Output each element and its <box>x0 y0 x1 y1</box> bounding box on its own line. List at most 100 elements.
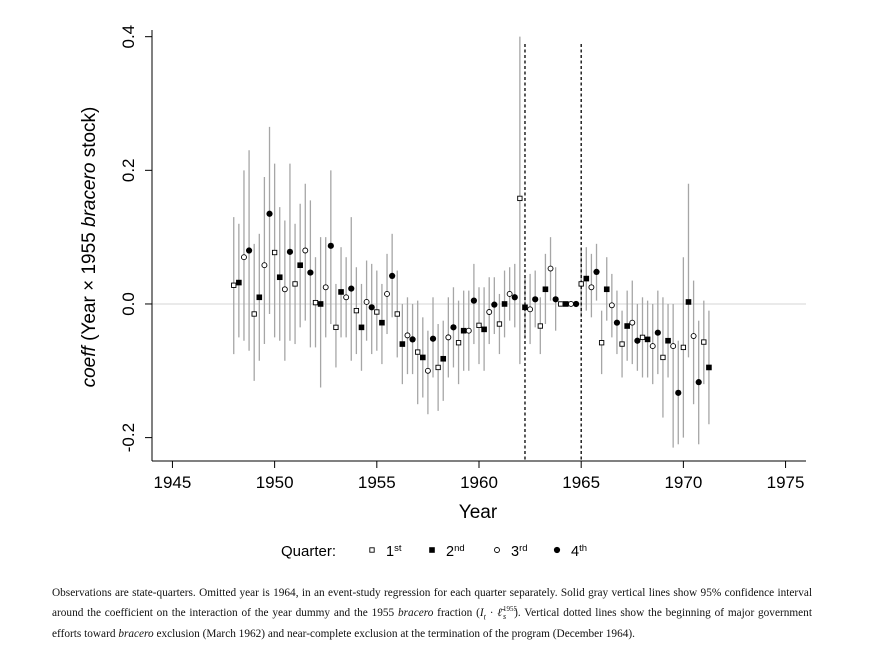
point-q1-8 <box>394 311 400 317</box>
figure-caption: Observations are state-quarters. Omitted… <box>52 585 812 642</box>
caption-text-4: exclusion (March 1962) and near-complete… <box>153 627 635 640</box>
point-q2-3 <box>297 262 303 269</box>
legend-marker-2 <box>429 547 435 553</box>
legend-label-suffix-1: st <box>394 543 402 554</box>
point-q1-16 <box>558 301 564 307</box>
point-q4-18 <box>613 319 621 326</box>
point-q4-21 <box>675 389 682 396</box>
point-q4-5 <box>348 285 355 292</box>
point-q1-2 <box>271 249 278 256</box>
point-q3-18 <box>608 302 615 309</box>
y-tick-label-0: -0.2 <box>119 423 138 452</box>
point-q3-6 <box>363 299 370 305</box>
caption-bracero-1: bracero <box>398 607 434 620</box>
formula-close: ) <box>514 607 518 620</box>
caption-formula: (It · ℓ̄1955s) <box>476 605 518 622</box>
plot-area <box>152 36 806 461</box>
legend-marker-1 <box>369 547 375 553</box>
point-q4-9 <box>429 335 437 342</box>
point-q3-22 <box>690 333 697 339</box>
legend-label-number-2: 2 <box>446 544 454 560</box>
x-tick-label-1945: 1945 <box>154 473 192 492</box>
legend-label-suffix-3: rd <box>519 543 527 554</box>
point-q4-0 <box>245 247 253 254</box>
caption-text-1: Observations are state-quarters. Omitted… <box>52 587 812 620</box>
point-q3-13 <box>506 290 513 297</box>
point-q2-9 <box>419 354 426 361</box>
formula-open: ( <box>476 607 480 620</box>
point-q4-13 <box>511 294 518 301</box>
legend-label-1: 1st <box>386 543 402 560</box>
legend-label-suffix-2: nd <box>454 543 465 554</box>
x-tick-label-1965: 1965 <box>562 473 600 492</box>
x-tick-label-1960: 1960 <box>460 473 498 492</box>
point-q1-5 <box>333 324 339 331</box>
y-axis-label-end: stock) <box>79 107 100 163</box>
point-q2-2 <box>276 274 283 281</box>
point-q1-13 <box>496 321 503 327</box>
legend: Quarter: 1st 2nd 3rd 4th <box>281 543 587 560</box>
point-q4-3 <box>307 269 314 276</box>
point-q1-14 <box>517 195 523 202</box>
axes: 1945 1950 1955 1960 1965 1970 1975 -0.2 0.0 0.2 0.… <box>119 25 806 492</box>
point-q2-13 <box>501 301 508 307</box>
point-q2-15 <box>542 286 549 293</box>
y-axis-label: coeff (Year × 1955 bracero stock) <box>79 107 100 388</box>
point-q3-20 <box>649 343 656 350</box>
point-q1-15 <box>537 323 543 329</box>
point-q2-16 <box>563 301 569 307</box>
point-q3-2 <box>281 286 288 293</box>
legend-label-3: 3rd <box>511 543 528 560</box>
point-q4-22 <box>695 379 702 386</box>
point-q3-11 <box>465 327 472 334</box>
y-axis-label-bracero: bracero <box>79 163 100 227</box>
legend-label-2: 2nd <box>446 543 465 560</box>
point-q1-23 <box>701 339 707 345</box>
formula-dot: · <box>485 607 498 620</box>
legend-label-number-4: 4 <box>571 544 579 560</box>
point-q4-1 <box>266 210 273 217</box>
legend-label-4: 4th <box>571 543 587 560</box>
y-axis-label-coeff: coeff <box>79 344 100 387</box>
point-q4-6 <box>368 304 375 311</box>
point-q1-19 <box>619 341 625 347</box>
formula-s: s <box>502 612 507 622</box>
event-study-chart: 1945 1950 1955 1960 1965 1970 1975 -0.2 0.0 0.2 0.… <box>79 25 806 560</box>
x-tick-label-1975: 1975 <box>767 473 805 492</box>
point-q3-12 <box>486 309 493 315</box>
point-q3-15 <box>547 265 554 272</box>
y-tick-label-2: 0.2 <box>119 159 138 183</box>
point-q3-7 <box>384 290 390 297</box>
point-q2-21 <box>665 337 671 344</box>
point-q1-9 <box>415 349 421 355</box>
point-q2-11 <box>460 327 467 334</box>
point-q2-1 <box>256 294 263 301</box>
point-q4-4 <box>327 242 334 249</box>
formula-I: I <box>479 607 484 620</box>
point-q4-2 <box>286 248 294 255</box>
point-q1-10 <box>435 364 441 371</box>
point-q4-12 <box>491 301 498 308</box>
point-q2-18 <box>603 286 610 293</box>
x-tick-label-1950: 1950 <box>256 473 294 492</box>
legend-label-suffix-4: th <box>579 543 587 554</box>
caption-text-3: . Vertical dotted lines show the beginni… <box>52 607 812 640</box>
point-q1-21 <box>660 354 666 361</box>
point-q2-10 <box>440 355 447 362</box>
point-q2-8 <box>399 341 406 347</box>
formula-t: t <box>483 612 486 622</box>
x-axis-label: Year <box>459 502 498 523</box>
point-q4-17 <box>593 268 600 275</box>
point-q4-15 <box>552 296 559 303</box>
point-q2-17 <box>583 275 590 282</box>
point-q2-19 <box>624 323 630 329</box>
y-tick-label-1: 0.0 <box>119 292 138 316</box>
formula-sup: 1955 <box>502 605 517 614</box>
point-q1-17 <box>578 281 584 287</box>
point-q1-3 <box>292 281 298 287</box>
point-q2-12 <box>481 326 487 333</box>
caption-text-2: fraction <box>433 607 477 620</box>
point-q1-20 <box>639 334 646 341</box>
point-q1-7 <box>374 309 380 315</box>
point-q3-9 <box>424 367 431 374</box>
